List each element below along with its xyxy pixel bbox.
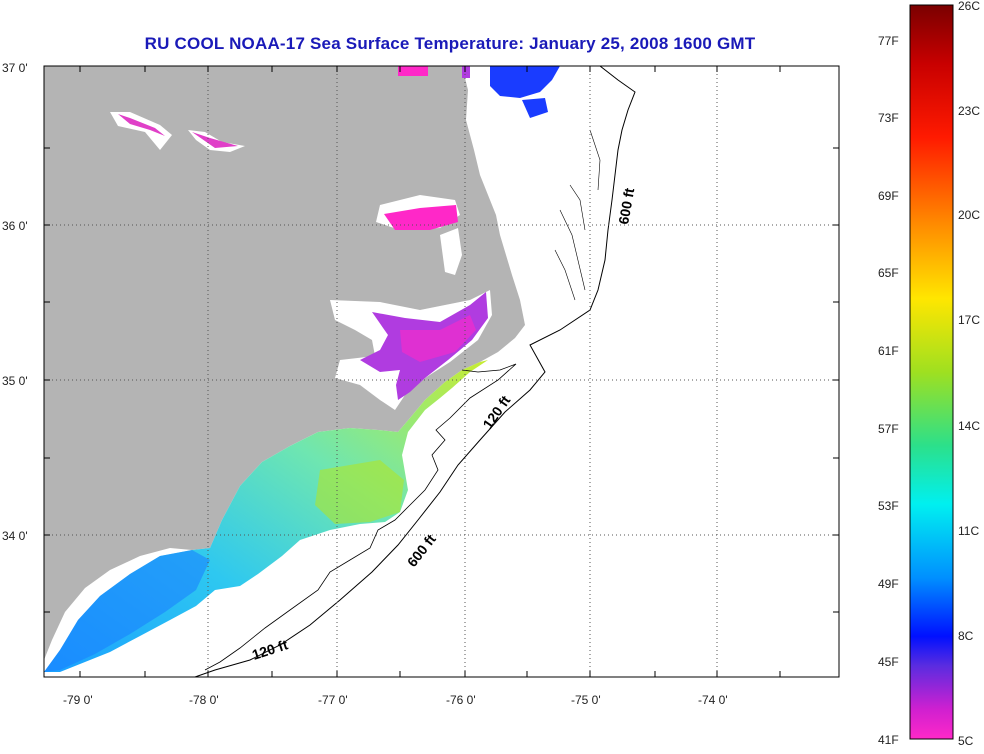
lon-label-76: -76 0' [446,693,476,707]
colorbar-c-17: 17C [958,313,980,327]
colorbar-c-20: 20C [958,208,980,222]
lat-label-36: 36 0' [2,219,28,233]
lon-label-77: -77 0' [318,693,348,707]
lon-label-78: -78 0' [189,693,219,707]
map-title: RU COOL NOAA-17 Sea Surface Temperature:… [144,34,756,53]
colorbar-f-57: 57F [878,422,899,436]
colorbar: 26C 23C 20C 17C 14C 11C 8C 5C 77F 73F 69… [878,0,980,748]
colorbar-f-49: 49F [878,577,899,591]
colorbar-f-77: 77F [878,34,899,48]
graticule [44,66,839,677]
lat-label-34: 34 0' [2,529,28,543]
colorbar-f-65: 65F [878,266,899,280]
colorbar-f-69: 69F [878,189,899,203]
colorbar-f-61: 61F [878,344,899,358]
contour-label-600ft-north: 600 ft [615,186,637,225]
isobath-600ft [194,66,636,677]
map-panel [44,66,839,677]
colorbar-c-26: 26C [958,0,980,13]
colorbar-f-73: 73F [878,111,899,125]
colorbar-f-53: 53F [878,499,899,513]
lon-label-79: -79 0' [63,693,93,707]
colorbar-c-5: 5C [958,734,974,748]
lat-label-37: 37 0' [2,61,28,75]
colorbar-c-14: 14C [958,419,980,433]
lon-label-75: -75 0' [571,693,601,707]
lon-label-74: -74 0' [698,693,728,707]
colorbar-c-23: 23C [958,104,980,118]
colorbar-f-41: 41F [878,733,899,747]
lat-label-35: 35 0' [2,374,28,388]
colorbar-c-11: 11C [958,524,979,538]
isobath-120ft [204,363,517,671]
axis-ticks [44,66,839,677]
colorbar-c-8: 8C [958,629,974,643]
colorbar-f-45: 45F [878,655,899,669]
